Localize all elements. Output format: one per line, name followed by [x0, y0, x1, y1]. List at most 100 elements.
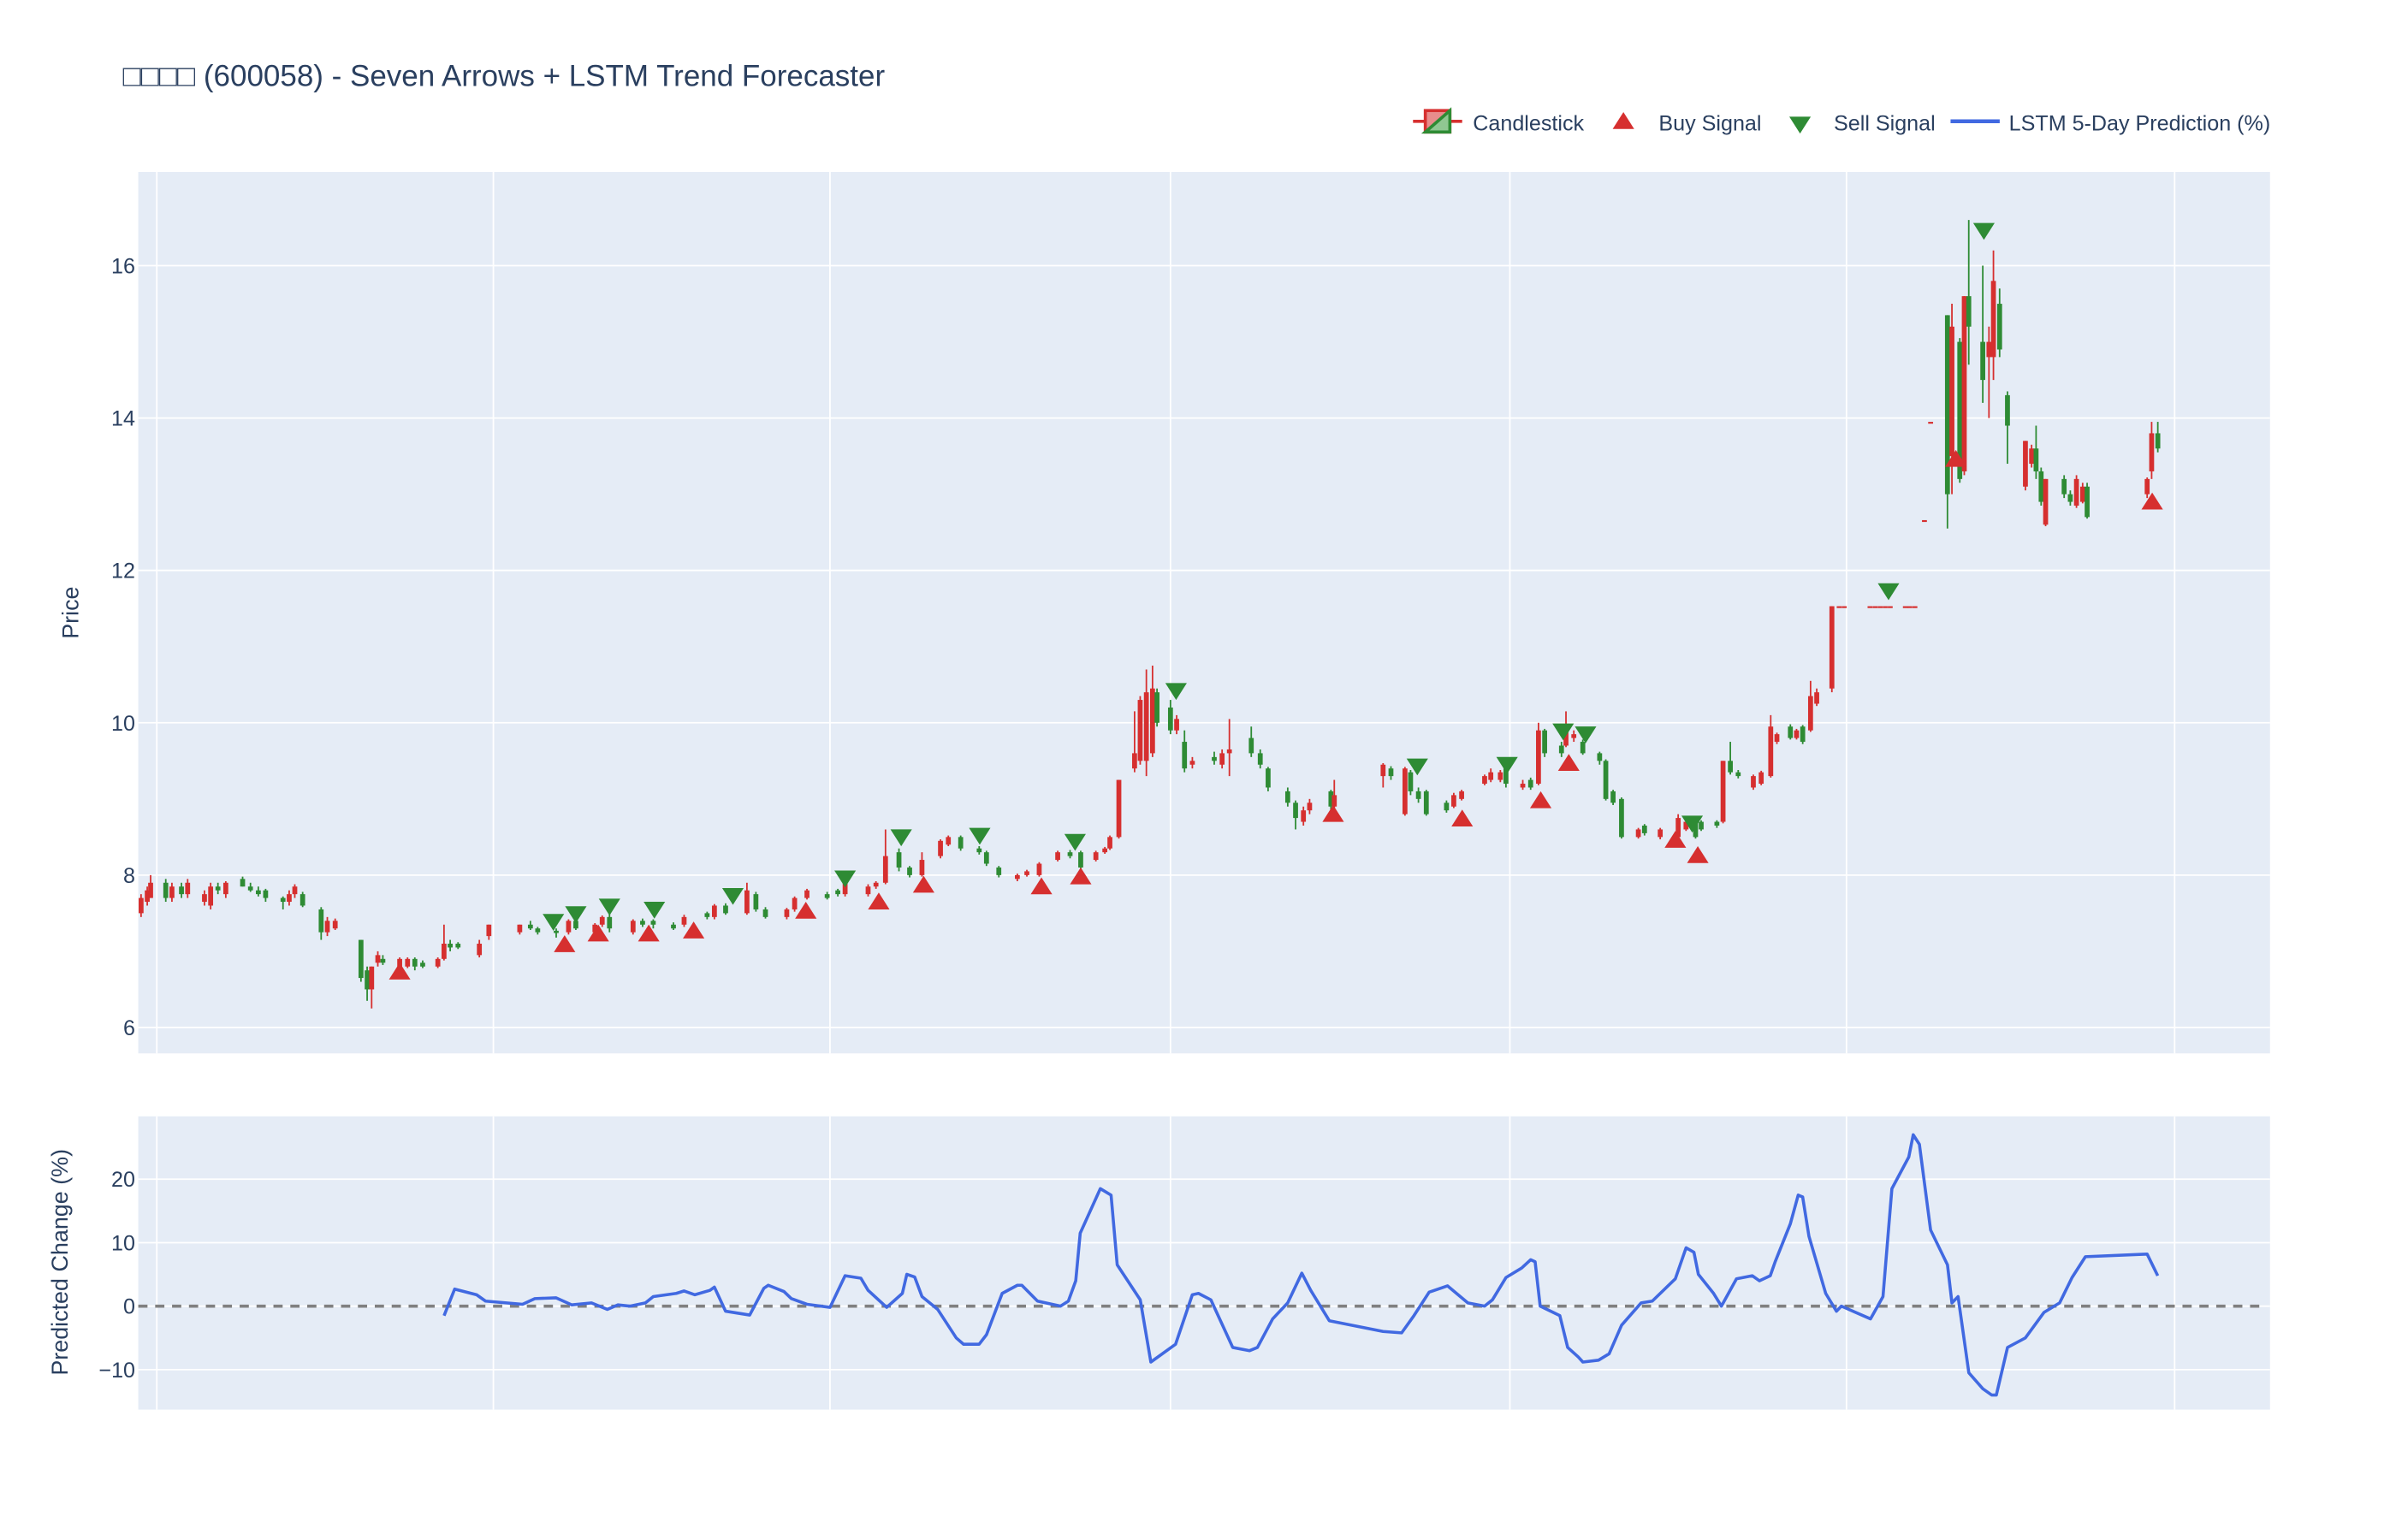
candle-body — [1024, 871, 1029, 875]
candle-body — [1182, 742, 1188, 769]
candle-increasing — [882, 829, 888, 885]
chart-title: □□□□ (600058) - Seven Arrows + LSTM Tren… — [123, 60, 886, 93]
candle-body — [222, 882, 228, 895]
candle-body — [1635, 829, 1641, 838]
candle-increasing — [1571, 730, 1577, 743]
candle-body — [1957, 341, 1963, 479]
candle-body — [1829, 606, 1835, 689]
candle-increasing — [1774, 732, 1780, 744]
candle-body — [1883, 606, 1888, 608]
candle-increasing — [1219, 749, 1225, 769]
buy-signal-marker — [1451, 809, 1474, 826]
candle-body — [435, 958, 441, 967]
candle-decreasing — [2085, 483, 2090, 519]
candle-body — [723, 905, 728, 914]
candle-body — [1527, 779, 1533, 788]
buy-signal-marker — [1687, 845, 1709, 863]
candle-increasing — [185, 879, 191, 898]
candle-body — [1307, 803, 1313, 811]
candle-increasing — [2149, 422, 2155, 479]
candle-decreasing — [2061, 475, 2067, 499]
candle-body — [607, 916, 613, 929]
candle-decreasing — [607, 913, 613, 933]
candle-increasing — [630, 919, 636, 935]
candle-body — [2144, 478, 2150, 495]
candle-body — [148, 882, 153, 898]
buy-signal-marker — [1557, 754, 1580, 771]
sell-signal-marker — [1406, 758, 1428, 776]
candle-decreasing — [300, 891, 305, 908]
sell-signal-marker — [1064, 833, 1086, 851]
candle-body — [1284, 791, 1290, 803]
candle-body — [1961, 296, 1967, 471]
legend-label: Sell Signal — [1834, 112, 1936, 136]
legend-item-buy-signal[interactable]: Buy Signal — [1612, 112, 1762, 136]
candle-increasing — [1331, 779, 1337, 808]
candle-increasing — [324, 916, 330, 937]
candle-increasing — [1658, 827, 1664, 840]
candle-body — [1610, 791, 1616, 803]
candle-body — [477, 944, 483, 956]
candle-decreasing — [983, 850, 989, 867]
candle-decreasing — [1699, 820, 1704, 832]
legend-item-sell-signal[interactable]: Sell Signal — [1788, 112, 1936, 136]
candle-body — [566, 921, 572, 933]
legend-item-candlestick[interactable]: Candlestick — [1413, 107, 1585, 136]
candle-decreasing — [762, 907, 768, 919]
candle-body — [185, 882, 191, 895]
candle-increasing — [1907, 606, 1913, 608]
candle-increasing — [435, 957, 441, 968]
candle-increasing — [486, 924, 492, 940]
candle-increasing — [1814, 688, 1819, 707]
candle-increasing — [873, 880, 879, 889]
buy-signal-marker — [1664, 831, 1687, 848]
candle-decreasing — [1212, 751, 1217, 765]
candle-decreasing — [907, 866, 912, 878]
candle-increasing — [1520, 779, 1526, 791]
sell-signal-marker — [890, 829, 912, 847]
candle-decreasing — [1284, 787, 1290, 807]
sell-signal-marker — [969, 827, 991, 845]
candle-body — [1174, 719, 1179, 731]
candle-body — [1331, 795, 1337, 807]
prediction-y-tick-label: −10 — [98, 1359, 135, 1383]
candle-increasing — [1024, 869, 1029, 877]
candle-body — [1380, 764, 1386, 777]
candle-body — [1986, 341, 1992, 358]
candle-body — [1990, 281, 1996, 358]
candle-body — [1571, 734, 1577, 738]
candle-body — [958, 837, 964, 849]
candle-body — [455, 944, 461, 948]
buy-signal-marker — [1322, 804, 1344, 822]
candle-decreasing — [996, 866, 1002, 878]
candle-decreasing — [247, 882, 253, 892]
candle-body — [938, 840, 943, 856]
sell-signal-marker — [1496, 756, 1518, 774]
candle-body — [1877, 606, 1883, 608]
candle-increasing — [566, 919, 572, 935]
candle-body — [1248, 737, 1254, 754]
candle-decreasing — [358, 939, 364, 982]
candle-body — [1459, 791, 1464, 799]
candle-body — [375, 955, 381, 963]
candle-body — [804, 890, 810, 898]
candle-decreasing — [640, 918, 645, 927]
candle-increasing — [1794, 728, 1800, 740]
candle-increasing — [442, 924, 447, 961]
candle-body — [671, 924, 676, 929]
candle-decreasing — [2038, 467, 2044, 506]
candle-body — [324, 921, 330, 933]
candle-decreasing — [554, 928, 559, 938]
candle-body — [442, 944, 447, 959]
buy-signal-marker — [868, 892, 890, 910]
legend-item-lstm-prediction[interactable]: LSTM 5-Day Prediction (%) — [1950, 112, 2270, 136]
candle-increasing — [744, 882, 750, 915]
candle-body — [1980, 341, 1985, 381]
candle-body — [1728, 761, 1733, 773]
candle-decreasing — [1423, 790, 1429, 816]
candle-decreasing — [1328, 790, 1334, 811]
candle-decreasing — [1293, 800, 1298, 830]
triangle-down-icon — [1788, 116, 1812, 134]
candle-decreasing — [1415, 787, 1421, 803]
candle-body — [215, 886, 221, 891]
